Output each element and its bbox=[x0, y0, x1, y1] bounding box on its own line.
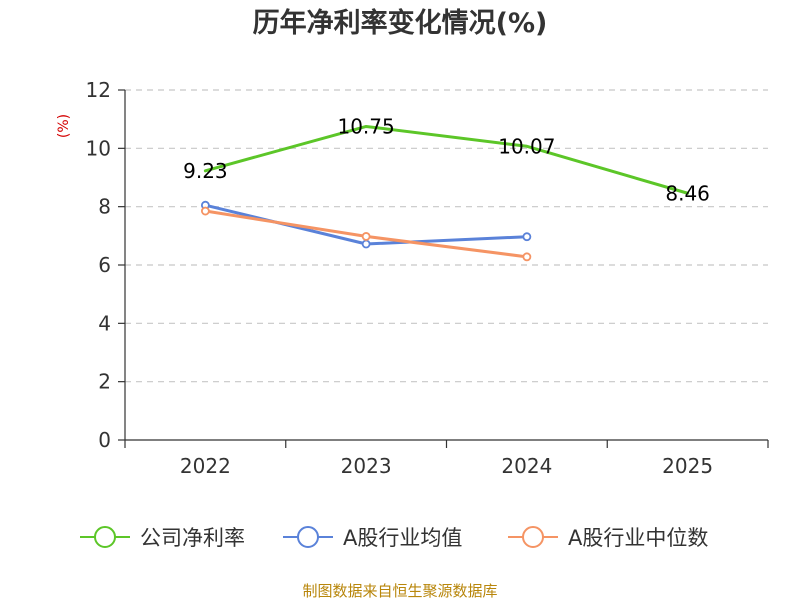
x-tick-label-2025: 2025 bbox=[662, 454, 713, 478]
data-labels: 9.23 10.75 10.07 8.46 bbox=[183, 114, 710, 205]
y-tick-label-2: 2 bbox=[98, 370, 111, 394]
gridlines bbox=[125, 89, 768, 383]
series-line-0 bbox=[203, 124, 690, 195]
x-tick-label-2023: 2023 bbox=[341, 454, 392, 478]
chart-title: 历年净利率变化情况(%) bbox=[253, 7, 548, 39]
axes: 0 2 4 6 8 10 12 2022 2023 2024 2025 bbox=[86, 78, 769, 478]
series-2-point-2023 bbox=[361, 232, 371, 241]
y-tick-label-10: 10 bbox=[86, 136, 111, 160]
x-tick-label-2022: 2022 bbox=[180, 454, 231, 478]
series-2-point-2022 bbox=[200, 206, 210, 216]
y-tick-label-8: 8 bbox=[98, 195, 111, 219]
legend-label-0: 公司净利率 bbox=[140, 526, 245, 550]
data-label-2022: 9.23 bbox=[183, 159, 228, 183]
legend-marker-0 bbox=[94, 526, 116, 548]
legend-marker-2 bbox=[522, 526, 544, 548]
y-tick-label-12: 12 bbox=[86, 78, 111, 102]
y-tick-label-6: 6 bbox=[98, 253, 111, 277]
legend-label-2: A股行业中位数 bbox=[568, 526, 708, 550]
y-tick-label-4: 4 bbox=[98, 311, 111, 335]
y-tick-label-0: 0 bbox=[98, 428, 111, 452]
x-tick-label-2024: 2024 bbox=[501, 454, 552, 478]
data-label-2024: 10.07 bbox=[498, 134, 555, 158]
legend-label-1: A股行业均值 bbox=[343, 526, 462, 550]
y-axis-unit-label: (%) bbox=[56, 114, 72, 138]
series-1-point-2024 bbox=[522, 232, 532, 242]
series-1-point-2023 bbox=[361, 239, 371, 249]
data-label-2023: 10.75 bbox=[337, 114, 394, 138]
legend: 公司净利率 A股行业均值 A股行业中位数 bbox=[80, 526, 708, 550]
series-2-point-2024 bbox=[522, 252, 532, 262]
series-group bbox=[200, 124, 690, 262]
source-note: 制图数据来自恒生聚源数据库 bbox=[302, 582, 497, 600]
legend-marker-1 bbox=[297, 526, 319, 548]
data-label-2025: 8.46 bbox=[665, 181, 710, 205]
